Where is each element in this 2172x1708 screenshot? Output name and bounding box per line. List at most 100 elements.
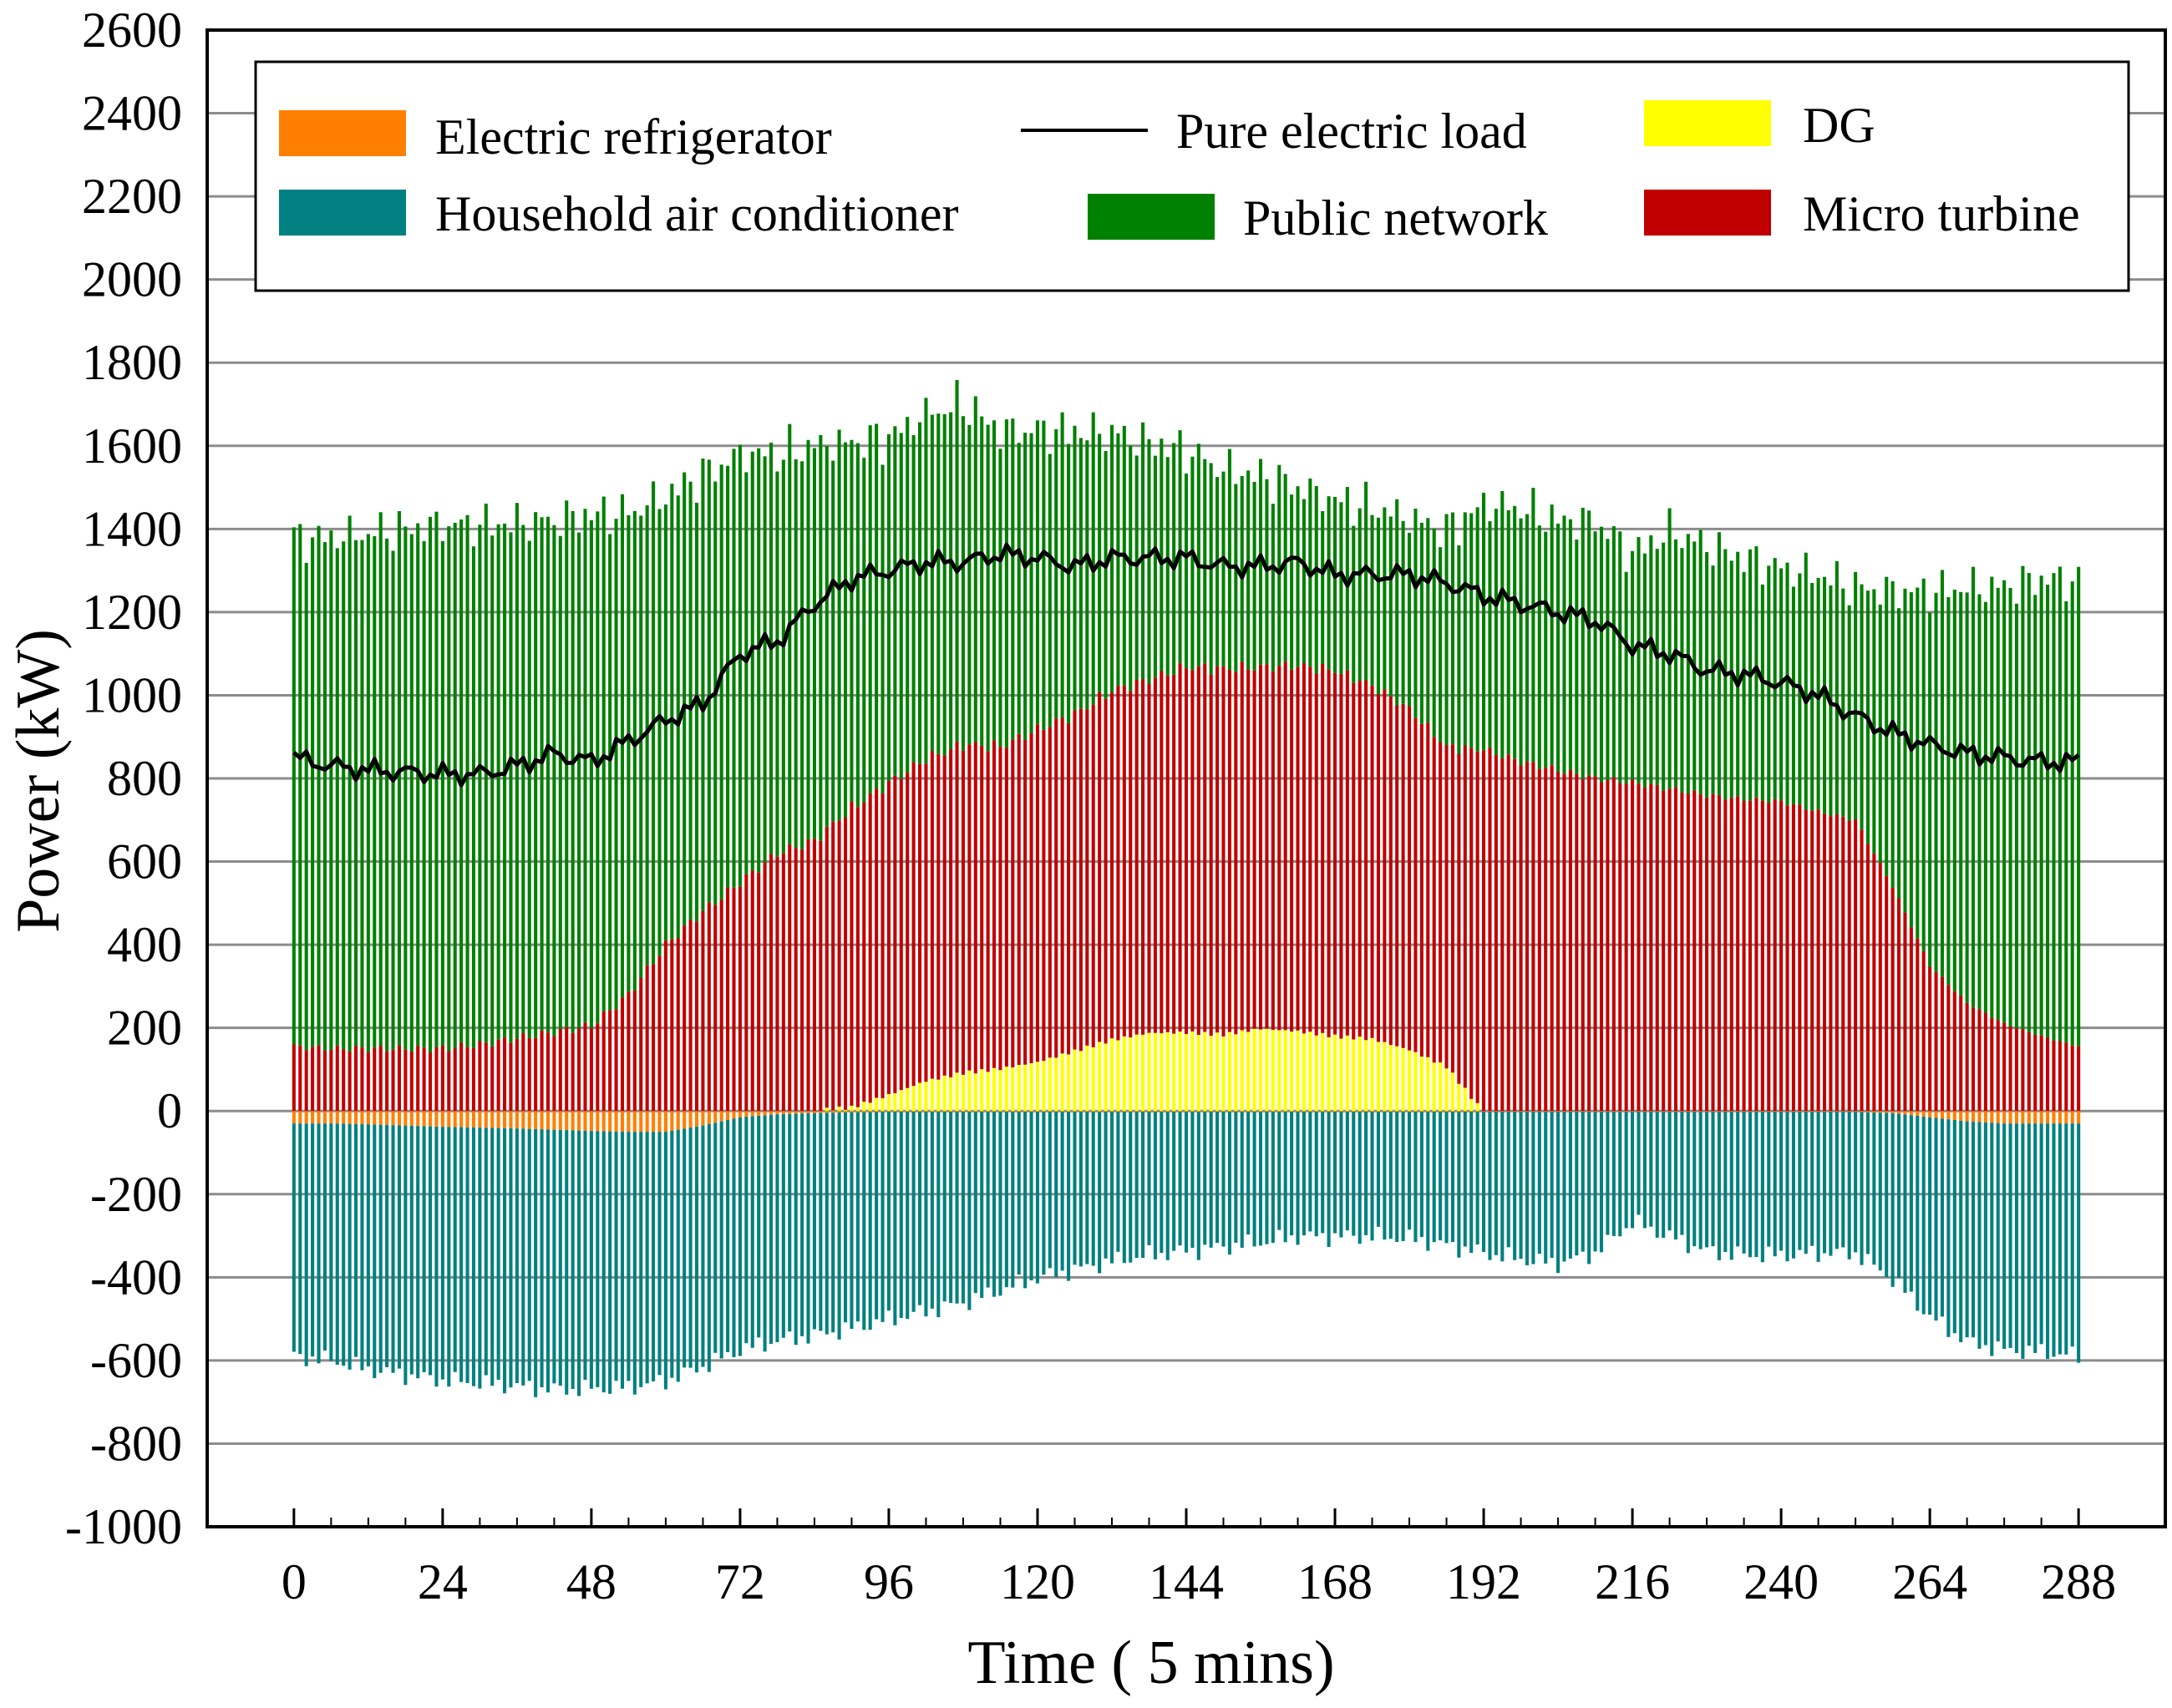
- bar-household-air-conditioner-75: [757, 1115, 761, 1338]
- bar-electric-refrigerator-257: [1885, 1111, 1889, 1113]
- bar-micro-turbine-148: [1209, 674, 1213, 1036]
- bar-micro-turbine-128: [1085, 709, 1089, 1046]
- bar-household-air-conditioner-187: [1450, 1112, 1455, 1243]
- interval-215: [1624, 571, 1628, 1229]
- bar-public-network-97: [893, 426, 897, 776]
- interval-94: [875, 423, 879, 1320]
- bar-public-network-113: [992, 420, 997, 741]
- interval-240: [1779, 568, 1784, 1251]
- bar-household-air-conditioner-288: [2077, 1123, 2081, 1363]
- interval-132: [1109, 424, 1114, 1264]
- interval-101: [917, 422, 922, 1305]
- bar-electric-refrigerator-76: [763, 1111, 767, 1116]
- interval-81: [794, 459, 798, 1346]
- bar-electric-refrigerator-278: [2014, 1111, 2019, 1124]
- bar-micro-turbine-210: [1593, 776, 1597, 1112]
- bar-electric-refrigerator-89: [843, 1111, 848, 1112]
- bar-micro-turbine-162: [1296, 666, 1300, 1031]
- interval-91: [855, 443, 860, 1322]
- interval-155: [1252, 481, 1256, 1247]
- bar-micro-turbine-214: [1618, 783, 1622, 1112]
- bar-micro-turbine-147: [1203, 663, 1207, 1032]
- interval-151: [1227, 449, 1231, 1255]
- interval-90: [850, 439, 854, 1330]
- bar-electric-refrigerator-218: [1642, 1111, 1647, 1112]
- interval-42: [552, 525, 556, 1384]
- bar-electric-refrigerator-229: [1711, 1111, 1715, 1112]
- bar-household-air-conditioner-260: [1903, 1114, 1907, 1293]
- bar-micro-turbine-33: [496, 1039, 500, 1112]
- bar-micro-turbine-136: [1134, 679, 1139, 1035]
- bar-public-network-155: [1252, 481, 1256, 671]
- x-axis: 0 24 48 72 96 120 144 168 192 216 240 264 288: [282, 1508, 2116, 1609]
- bar-public-network-3: [311, 537, 315, 1047]
- bar-public-network-185: [1439, 547, 1443, 742]
- bar-public-network-268: [1952, 589, 1956, 991]
- bar-dg-94: [875, 1097, 879, 1112]
- interval-8: [342, 541, 346, 1366]
- bar-public-network-122: [1048, 454, 1052, 727]
- bar-public-network-139: [1153, 455, 1157, 678]
- bar-household-air-conditioner-24: [440, 1127, 444, 1380]
- interval-77: [769, 442, 774, 1345]
- bar-electric-refrigerator-113: [992, 1111, 997, 1112]
- interval-143: [1178, 430, 1182, 1246]
- bar-public-network-131: [1104, 450, 1108, 699]
- bar-dg-96: [886, 1093, 891, 1112]
- bar-household-air-conditioner-255: [1872, 1112, 1876, 1265]
- bar-public-network-187: [1450, 512, 1455, 745]
- bar-electric-refrigerator-66: [701, 1111, 705, 1126]
- bar-household-air-conditioner-45: [571, 1130, 575, 1389]
- interval-7: [335, 548, 339, 1365]
- interval-287: [2070, 581, 2074, 1347]
- bar-public-network-252: [1854, 571, 1858, 820]
- bar-electric-refrigerator-162: [1296, 1111, 1300, 1112]
- bar-micro-turbine-49: [596, 1023, 600, 1112]
- bar-public-network-198: [1519, 518, 1523, 766]
- bar-dg-111: [980, 1069, 984, 1112]
- bar-micro-turbine-231: [1723, 799, 1728, 1112]
- interval-220: [1655, 549, 1659, 1238]
- bar-micro-turbine-37: [521, 1033, 525, 1112]
- bar-electric-refrigerator-20: [416, 1111, 420, 1127]
- interval-167: [1327, 496, 1331, 1247]
- bar-household-air-conditioner-209: [1587, 1112, 1591, 1265]
- bar-household-air-conditioner-125: [1067, 1112, 1071, 1281]
- bar-micro-turbine-93: [868, 793, 872, 1103]
- bar-micro-turbine-122: [1048, 727, 1052, 1058]
- bar-electric-refrigerator-78: [775, 1111, 779, 1115]
- bar-household-air-conditioner-207: [1575, 1112, 1579, 1256]
- interval-178: [1395, 499, 1399, 1242]
- bar-public-network-86: [825, 445, 829, 827]
- bar-electric-refrigerator-275: [1996, 1111, 2000, 1123]
- bar-household-air-conditioner-17: [397, 1125, 401, 1369]
- bar-household-air-conditioner-65: [694, 1126, 699, 1373]
- bar-electric-refrigerator-11: [360, 1111, 364, 1124]
- bar-household-air-conditioner-85: [819, 1112, 823, 1331]
- bar-household-air-conditioner-104: [936, 1112, 941, 1318]
- bar-dg-166: [1321, 1032, 1325, 1112]
- bar-micro-turbine-159: [1277, 666, 1281, 1031]
- interval-139: [1153, 455, 1157, 1259]
- bar-electric-refrigerator-44: [565, 1111, 569, 1131]
- bar-household-air-conditioner-178: [1395, 1112, 1399, 1242]
- bar-micro-turbine-130: [1098, 692, 1102, 1042]
- bar-dg-104: [936, 1079, 941, 1112]
- bar-public-network-286: [2064, 601, 2068, 1043]
- bar-micro-turbine-134: [1122, 685, 1126, 1036]
- bar-household-air-conditioner-264: [1928, 1117, 1932, 1315]
- bar-household-air-conditioner-247: [1822, 1112, 1827, 1254]
- y-tick-label-2400: 2400: [82, 86, 182, 141]
- bar-public-network-237: [1760, 584, 1764, 801]
- bar-dg-145: [1190, 1031, 1195, 1112]
- interval-169: [1339, 502, 1343, 1238]
- bar-household-air-conditioner-195: [1500, 1112, 1505, 1262]
- bar-electric-refrigerator-228: [1705, 1111, 1709, 1112]
- bar-public-network-165: [1314, 486, 1318, 674]
- bar-household-air-conditioner-193: [1488, 1112, 1492, 1260]
- interval-160: [1283, 474, 1287, 1243]
- bar-electric-refrigerator-112: [986, 1111, 990, 1112]
- bar-household-air-conditioner-240: [1779, 1112, 1784, 1251]
- bar-electric-refrigerator-55: [632, 1111, 637, 1133]
- bar-household-air-conditioner-77: [769, 1114, 774, 1345]
